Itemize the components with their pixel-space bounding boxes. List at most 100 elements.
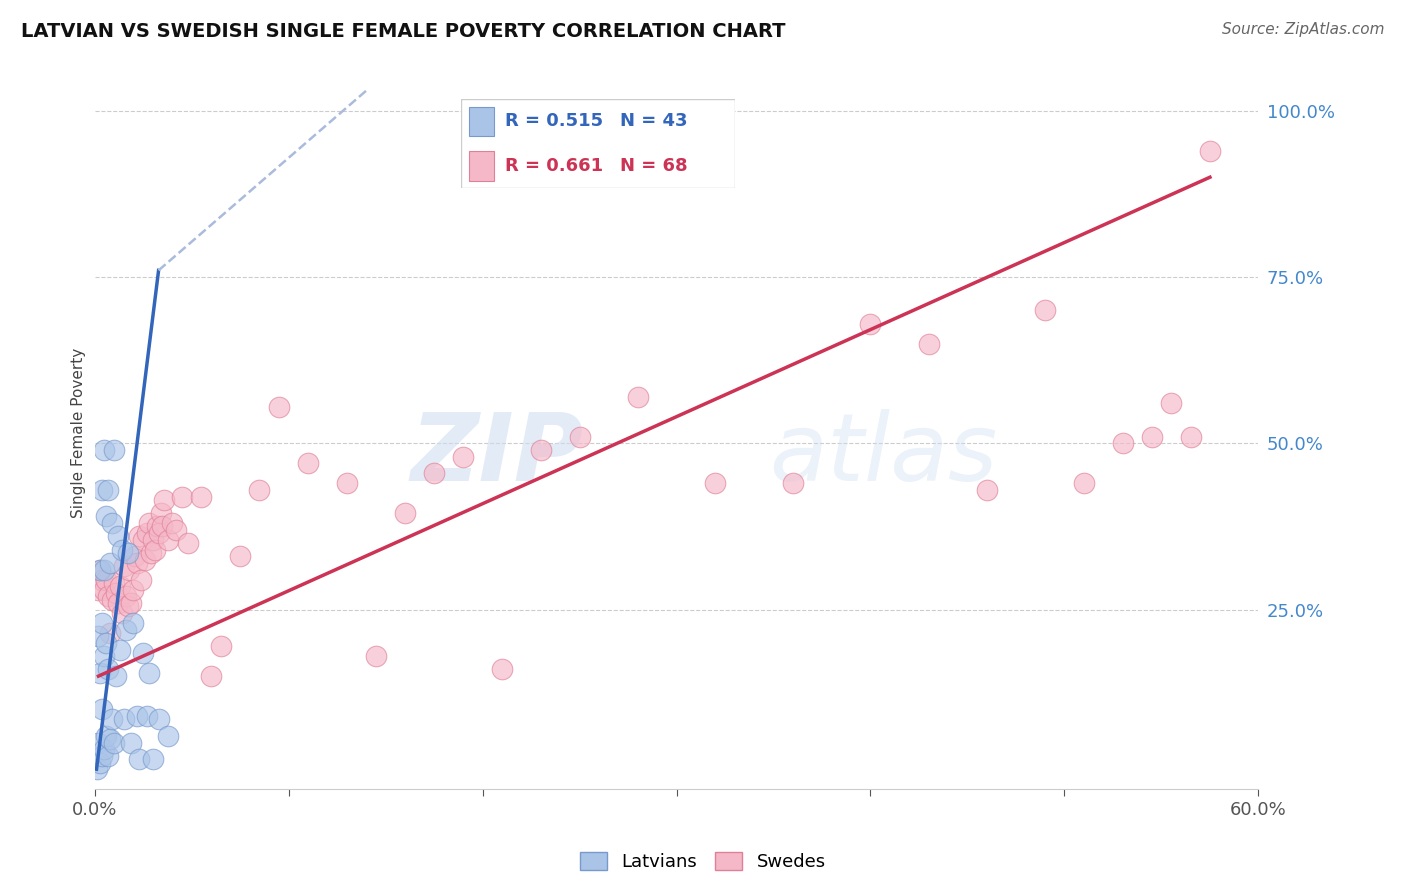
Point <box>103 576 125 591</box>
Point <box>627 390 650 404</box>
Point <box>157 729 180 743</box>
Point <box>91 573 114 587</box>
Point <box>145 519 167 533</box>
Point <box>249 483 271 497</box>
Point <box>1111 436 1133 450</box>
Point <box>136 526 159 541</box>
Point <box>704 476 727 491</box>
Point <box>96 509 118 524</box>
Point <box>451 450 474 464</box>
Point <box>104 586 127 600</box>
Point <box>91 615 114 630</box>
Point <box>129 573 152 587</box>
Point <box>117 546 139 560</box>
Point <box>87 582 110 597</box>
Point <box>108 579 131 593</box>
Point <box>91 748 114 763</box>
Point <box>97 483 120 497</box>
Point <box>107 529 129 543</box>
Point <box>1073 476 1095 491</box>
Point <box>112 712 135 726</box>
Point <box>976 483 998 497</box>
Point <box>96 636 118 650</box>
Point <box>148 712 170 726</box>
Point <box>89 756 111 770</box>
Point <box>117 599 139 614</box>
Point <box>120 736 142 750</box>
Point <box>128 529 150 543</box>
Point <box>93 442 115 457</box>
Point <box>1033 303 1056 318</box>
Point <box>859 317 882 331</box>
Point <box>132 533 155 547</box>
Point <box>200 669 222 683</box>
Point <box>143 542 166 557</box>
Point <box>153 492 176 507</box>
Point <box>97 590 120 604</box>
Point <box>122 582 145 597</box>
Point <box>86 762 108 776</box>
Point <box>127 709 149 723</box>
Point <box>96 729 118 743</box>
Point <box>93 649 115 664</box>
Point <box>111 606 134 620</box>
Point <box>1140 430 1163 444</box>
Point <box>176 536 198 550</box>
Point <box>89 563 111 577</box>
Point <box>118 563 141 577</box>
Point <box>93 582 115 597</box>
Point <box>170 490 193 504</box>
Point <box>336 476 359 491</box>
Point <box>93 742 115 756</box>
Point <box>139 546 162 560</box>
Point <box>297 456 319 470</box>
Point <box>267 400 290 414</box>
Point <box>423 467 446 481</box>
Point <box>152 519 174 533</box>
Point <box>98 626 121 640</box>
Point <box>918 336 941 351</box>
Point <box>142 533 165 547</box>
Point <box>136 709 159 723</box>
Point <box>138 516 160 530</box>
Point <box>132 646 155 660</box>
Point <box>108 642 131 657</box>
Point <box>98 556 121 570</box>
Point <box>114 623 136 637</box>
Point <box>122 615 145 630</box>
Point <box>165 523 187 537</box>
Point <box>142 752 165 766</box>
Point <box>229 549 252 564</box>
Point <box>568 430 591 444</box>
Point <box>190 490 212 504</box>
Point <box>101 712 124 726</box>
Point <box>148 526 170 541</box>
Point <box>1160 396 1182 410</box>
Point <box>101 592 124 607</box>
Point <box>104 669 127 683</box>
Point <box>89 665 111 680</box>
Point <box>127 556 149 570</box>
Point <box>114 590 136 604</box>
Point <box>1180 430 1202 444</box>
Point <box>112 559 135 574</box>
Point <box>1199 144 1222 158</box>
Point <box>107 596 129 610</box>
Point <box>103 736 125 750</box>
Point <box>101 516 124 530</box>
Point <box>124 549 146 564</box>
Text: ZIP: ZIP <box>411 409 583 500</box>
Point <box>491 663 513 677</box>
Point <box>364 649 387 664</box>
Point <box>209 639 232 653</box>
Point <box>138 665 160 680</box>
Point <box>157 533 180 547</box>
Point <box>93 563 115 577</box>
Point <box>128 752 150 766</box>
Y-axis label: Single Female Poverty: Single Female Poverty <box>72 348 86 518</box>
Point <box>97 663 120 677</box>
Text: atlas: atlas <box>769 409 998 500</box>
Point <box>134 552 156 566</box>
Point <box>120 596 142 610</box>
Point <box>149 506 172 520</box>
